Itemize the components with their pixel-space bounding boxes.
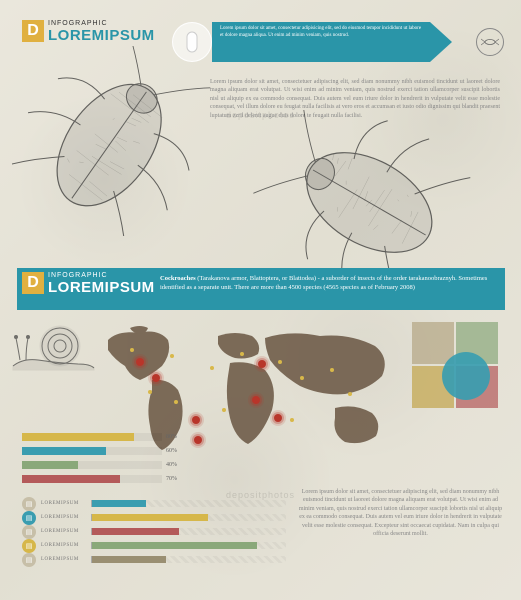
chart-row: ▤ LOREMIPSUM [22, 526, 286, 537]
header-title: LOREMIPSUM [48, 279, 155, 296]
insect-illustration-1 [12, 46, 212, 241]
chart-row-label: LOREMIPSUM [41, 515, 91, 520]
badge-letter: D [22, 20, 44, 42]
chart-track [91, 556, 286, 563]
progress-track [22, 433, 162, 441]
badge-letter: D [22, 272, 44, 294]
map-minidot [222, 408, 226, 412]
progress-bar-row: 40% [22, 460, 177, 470]
chart-track [91, 500, 286, 507]
progress-label: 40% [166, 462, 177, 468]
map-hotspot [192, 416, 200, 424]
map-hotspot [152, 374, 160, 382]
map-minidot [130, 348, 134, 352]
chart-row-icon: ▤ [22, 539, 36, 553]
color-swatch [442, 352, 490, 400]
header-1: D INFOGRAPHICLOREMIPSUM [22, 20, 155, 44]
color-swatch [412, 322, 454, 364]
chart-fill [92, 500, 146, 507]
map-minidot [174, 400, 178, 404]
chart-track [91, 528, 286, 535]
progress-track [22, 461, 162, 469]
progress-bar-row: 80% [22, 432, 177, 442]
top-banner: Lorem ipsum dolor sit amet, consectetur … [172, 22, 452, 62]
chart-row: ▤ LOREMIPSUM [22, 540, 286, 551]
color-swatches [412, 322, 502, 412]
header-2: D INFOGRAPHICLOREMIPSUM [22, 272, 155, 296]
banner-text: Lorem ipsum dolor sit amet, consectetur … [212, 22, 430, 62]
progress-track [22, 475, 162, 483]
body-text-bottom: Lorem ipsum dolor sit amet, consectetuer… [298, 488, 503, 538]
map-hotspot [258, 360, 266, 368]
map-hotspot [136, 358, 144, 366]
chart-track [91, 514, 286, 521]
progress-fill [22, 475, 120, 483]
snail-illustration [8, 318, 98, 378]
progress-label: 80% [166, 434, 177, 440]
progress-bars: 80% 60% 40% 70% [22, 432, 177, 488]
map-minidot [278, 360, 282, 364]
bar-chart: ▤ LOREMIPSUM ▤ LOREMIPSUM ▤ LOREMIPSUM ▤ LOREMI… [22, 498, 286, 568]
progress-bar-row: 70% [22, 474, 177, 484]
header-small: INFOGRAPHIC [48, 272, 155, 279]
description-banner: Cockroaches (Tarakanova armor, Blattopte… [150, 268, 505, 310]
progress-label: 60% [166, 448, 177, 454]
progress-label: 70% [166, 476, 177, 482]
progress-fill [22, 447, 106, 455]
progress-bar-row: 60% [22, 446, 177, 456]
chart-row-icon: ▤ [22, 511, 36, 525]
map-minidot [348, 392, 352, 396]
progress-track [22, 447, 162, 455]
chart-fill [92, 514, 208, 521]
progress-fill [22, 461, 78, 469]
map-hotspot [274, 414, 282, 422]
chart-row: ▤ LOREMIPSUM [22, 498, 286, 509]
map-minidot [330, 368, 334, 372]
chart-row-label: LOREMIPSUM [41, 557, 91, 562]
banner-arrow-icon [430, 22, 452, 62]
chart-row-icon: ▤ [22, 525, 36, 539]
map-hotspot [194, 436, 202, 444]
chart-row: ▤ LOREMIPSUM [22, 554, 286, 565]
chart-row-label: LOREMIPSUM [41, 529, 91, 534]
chart-row-label: LOREMIPSUM [41, 543, 91, 548]
header-small: INFOGRAPHIC [48, 20, 155, 27]
chart-row-label: LOREMIPSUM [41, 501, 91, 506]
chart-row-icon: ▤ [22, 553, 36, 567]
map-minidot [148, 390, 152, 394]
map-hotspot [252, 396, 260, 404]
progress-fill [22, 433, 134, 441]
chart-fill [92, 542, 257, 549]
header-title: LOREMIPSUM [48, 27, 155, 44]
map-minidot [300, 376, 304, 380]
chart-row-icon: ▤ [22, 497, 36, 511]
insect-small-icon [476, 28, 504, 56]
map-minidot [240, 352, 244, 356]
chart-row: ▤ LOREMIPSUM [22, 512, 286, 523]
chart-track [91, 542, 286, 549]
map-minidot [210, 366, 214, 370]
map-minidot [170, 354, 174, 358]
chart-fill [92, 528, 179, 535]
chart-fill [92, 556, 166, 563]
map-minidot [290, 418, 294, 422]
